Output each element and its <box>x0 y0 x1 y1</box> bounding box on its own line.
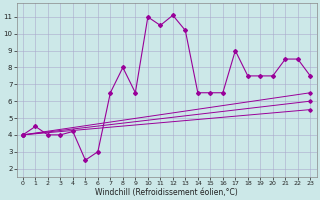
X-axis label: Windchill (Refroidissement éolien,°C): Windchill (Refroidissement éolien,°C) <box>95 188 238 197</box>
